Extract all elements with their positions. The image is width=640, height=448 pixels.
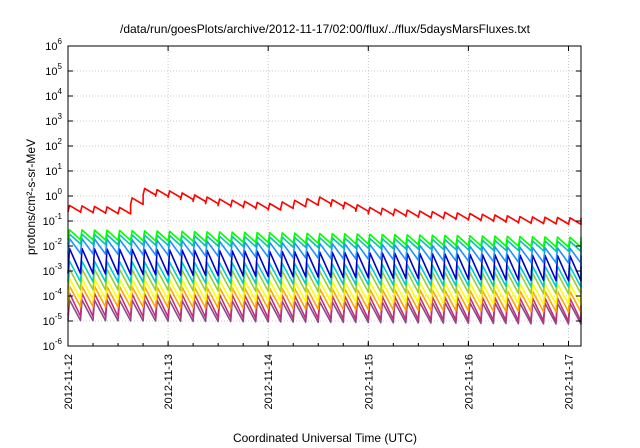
chart-title: /data/run/goesPlots/archive/2012-11-17/0…	[120, 22, 531, 36]
series-line-11	[67, 299, 582, 325]
y-tick-label: 100	[45, 187, 62, 203]
y-tick-exp: 0	[58, 187, 63, 196]
y-tick-label: 102	[45, 137, 62, 153]
y-tick-label: 10-1	[43, 212, 63, 228]
y-tick-label: 10-5	[43, 312, 63, 328]
x-tick-label: 2012-11-17	[563, 354, 575, 409]
y-tick-label: 10-3	[43, 262, 63, 278]
y-tick-base: 10	[45, 91, 57, 103]
y-tick-exp: -4	[55, 287, 63, 296]
y-tick-base: 10	[45, 166, 57, 178]
series-line-1	[67, 187, 582, 226]
series-line-5	[67, 247, 582, 282]
y-tick-exp: -6	[55, 337, 63, 346]
y-tick-base: 10	[45, 116, 57, 128]
y-tick-exp: -5	[55, 312, 63, 321]
y-tick-base: 10	[43, 216, 55, 228]
y-tick-label: 10-2	[43, 237, 63, 253]
y-tick-label: 10-6	[43, 337, 63, 353]
series-line-3	[67, 233, 582, 253]
x-axis-label: Coordinated Universal Time (UTC)	[233, 431, 417, 445]
y-tick-exp: 4	[58, 87, 63, 96]
y-tick-base: 10	[43, 341, 55, 353]
y-tick-base: 10	[43, 291, 55, 303]
y-tick-base: 10	[45, 141, 57, 153]
series-line-10	[67, 292, 582, 323]
y-tick-base: 10	[45, 191, 57, 203]
y-tick-exp: -1	[55, 212, 63, 221]
series-line-2	[67, 228, 582, 249]
y-tick-label: 101	[45, 162, 62, 178]
y-tick-base: 10	[43, 266, 55, 278]
series-line-6	[67, 260, 582, 288]
series-line-4	[67, 237, 582, 265]
y-tick-base: 10	[43, 241, 55, 253]
y-tick-label: 10-4	[43, 287, 63, 303]
y-tick-label: 103	[45, 112, 62, 128]
y-axis: 10610510410310210110010-110-210-310-410-…	[43, 37, 581, 353]
y-tick-exp: 2	[58, 137, 63, 146]
y-tick-label: 104	[45, 87, 62, 103]
x-tick-label: 2012-11-14	[263, 354, 275, 409]
y-tick-base: 10	[43, 316, 55, 328]
y-tick-base: 10	[45, 41, 57, 53]
y-tick-exp: 5	[58, 62, 63, 71]
y-tick-exp: 6	[58, 37, 63, 46]
y-tick-label: 106	[45, 37, 62, 53]
y-tick-exp: -2	[55, 237, 63, 246]
series-line-7	[67, 268, 582, 295]
x-tick-label: 2012-11-15	[363, 354, 375, 409]
x-tick-label: 2012-11-16	[463, 354, 475, 409]
y-tick-exp: 1	[58, 162, 63, 171]
y-axis-label: protons/cm²-s-sr-MeV	[24, 139, 38, 255]
y-tick-exp: -3	[55, 262, 63, 271]
x-tick-label: 2012-11-13	[163, 354, 175, 409]
y-tick-label: 105	[45, 62, 62, 78]
series-line-9	[67, 285, 582, 313]
y-tick-base: 10	[45, 66, 57, 78]
x-axis: 2012-11-12 2012-11-13 2012-11-14 2012-11-15…	[63, 46, 575, 409]
series-line-8	[67, 277, 582, 306]
y-tick-exp: 3	[58, 112, 63, 121]
x-tick-label: 2012-11-12	[63, 354, 75, 409]
series-layer	[67, 187, 582, 325]
